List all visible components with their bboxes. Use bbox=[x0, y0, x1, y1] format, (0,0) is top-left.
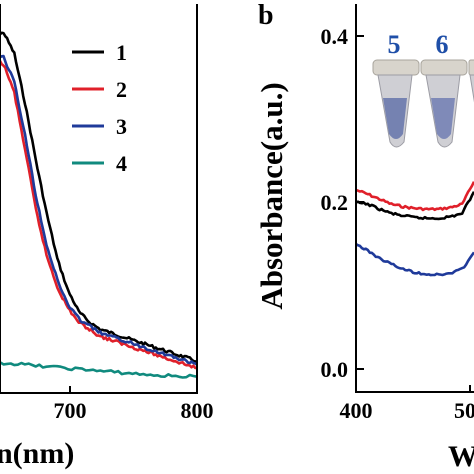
panel-b: b 5 6 0.0 0.2 0.4 bbox=[254, 0, 474, 473]
panel-b-xtick-label-400: 400 bbox=[340, 398, 373, 423]
panel-a-line-2 bbox=[0, 59, 198, 370]
panel-a-line-3 bbox=[0, 54, 198, 366]
legend-label-3: 3 bbox=[116, 114, 127, 139]
legend-label-4: 4 bbox=[116, 151, 127, 176]
panel-b-line-2 bbox=[355, 191, 474, 221]
inset-label-6: 6 bbox=[436, 30, 449, 59]
panel-b-ylabel: Absorbance(a.u.) bbox=[254, 82, 289, 309]
panel-b-ytick-label-02: 0.2 bbox=[321, 190, 349, 215]
panel-a-axes-frame bbox=[0, 4, 198, 394]
panel-a-xtick-label-800: 800 bbox=[181, 398, 214, 423]
panel-b-series-group bbox=[355, 181, 474, 277]
legend-label-2: 2 bbox=[116, 77, 127, 102]
panel-a: 700 800 n(nm) 1 2 3 4 bbox=[0, 4, 214, 470]
panel-b-ytick-label-04: 0.4 bbox=[321, 24, 349, 49]
panel-a-xtick-label-700: 700 bbox=[54, 398, 87, 423]
tube-6 bbox=[420, 59, 468, 148]
panel-a-xlabel: n(nm) bbox=[0, 437, 74, 470]
panel-a-series-group bbox=[0, 31, 198, 379]
panel-b-line-1 bbox=[355, 181, 474, 212]
tube-7-partial bbox=[468, 59, 474, 103]
panel-a-line-1 bbox=[0, 31, 198, 363]
panel-a-line-4 bbox=[0, 360, 198, 379]
panel-b-ytick-label-00: 0.0 bbox=[321, 357, 349, 382]
inset-tube-photo: 5 6 bbox=[372, 30, 474, 148]
inset-label-5: 5 bbox=[388, 30, 401, 59]
panel-b-line-3 bbox=[355, 242, 474, 277]
panel-b-letter: b bbox=[258, 0, 274, 31]
panel-a-legend: 1 2 3 4 bbox=[72, 40, 127, 176]
panel-b-xlabel: W bbox=[448, 440, 474, 473]
panel-b-xtick-label-500: 50 bbox=[454, 398, 474, 423]
legend-label-1: 1 bbox=[116, 40, 127, 65]
tube-5 bbox=[372, 59, 420, 148]
